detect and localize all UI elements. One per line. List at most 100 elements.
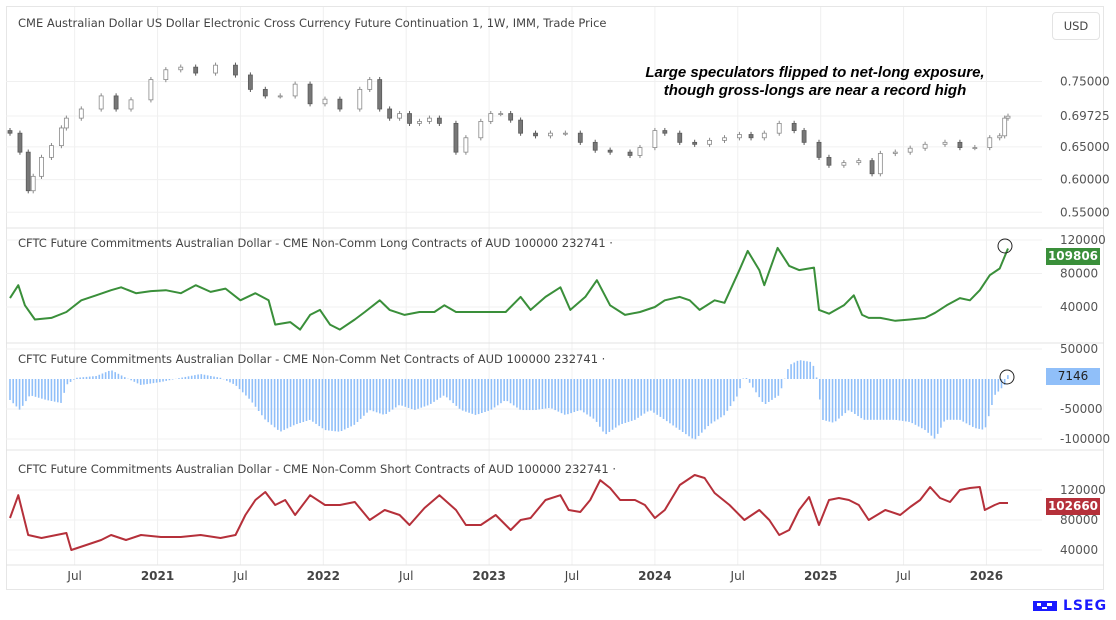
value-axis-label: -100000 xyxy=(1060,432,1110,446)
price-candle xyxy=(178,66,184,71)
price-candle xyxy=(707,139,712,145)
price-pane-title: CME Australian Dollar US Dollar Electron… xyxy=(18,16,607,30)
price-candle xyxy=(1002,117,1008,137)
price-candle xyxy=(30,175,36,192)
price-candle xyxy=(49,145,54,158)
price-candle xyxy=(856,160,862,164)
price-candle xyxy=(7,130,13,134)
time-axis-label: Jul xyxy=(398,569,413,583)
time-axis-label: Jul xyxy=(895,569,910,583)
price-candle xyxy=(508,113,514,121)
price-candle xyxy=(78,108,84,119)
price-candle xyxy=(498,113,504,115)
value-axis-label: 0.60000 xyxy=(1060,173,1110,187)
annotation-line-2: though gross-longs are near a record hig… xyxy=(663,82,967,99)
value-axis-label: 80000 xyxy=(1060,266,1098,280)
price-candle xyxy=(213,64,218,74)
price-candle xyxy=(592,141,598,151)
highlight-circle-net xyxy=(999,369,1015,385)
value-axis-label: 50000 xyxy=(1060,342,1098,356)
time-axis-label: Jul xyxy=(232,569,247,583)
time-axis-label: 2021 xyxy=(141,569,174,583)
price-candle xyxy=(488,113,494,122)
price-candle xyxy=(957,141,963,148)
time-axis-label: 2026 xyxy=(970,569,1003,583)
price-candle xyxy=(367,79,373,90)
price-candle xyxy=(463,137,469,153)
price-candle xyxy=(292,83,298,97)
time-axis-label: Jul xyxy=(564,569,579,583)
value-axis-label: 120000 xyxy=(1060,483,1106,497)
price-candle xyxy=(193,66,199,74)
time-axis-label: 2025 xyxy=(804,569,837,583)
currency-button[interactable]: USD xyxy=(1052,12,1100,40)
price-candle xyxy=(233,64,238,76)
price-candle xyxy=(776,122,782,134)
value-axis-label: 0.65000 xyxy=(1060,140,1110,154)
price-candle xyxy=(148,79,154,101)
lseg-emblem-icon xyxy=(1033,601,1057,611)
value-axis-label: 40000 xyxy=(1060,543,1098,557)
net-pane-title: CFTC Future Commitments Australian Dolla… xyxy=(18,352,606,366)
time-axis-label: Jul xyxy=(66,569,81,583)
price-candle xyxy=(247,74,253,90)
price-candle xyxy=(692,141,698,145)
price-candle xyxy=(922,143,928,149)
price-candle xyxy=(748,134,754,139)
price-candle xyxy=(63,117,69,129)
price-candle xyxy=(163,69,169,80)
price-candle xyxy=(548,132,553,137)
price-candle xyxy=(277,95,283,98)
price-candle xyxy=(397,113,402,119)
price-candle xyxy=(377,79,383,110)
time-axis-label: 2023 xyxy=(472,569,505,583)
price-candle xyxy=(562,132,568,135)
price-candle xyxy=(518,119,524,134)
value-axis-label: 40000 xyxy=(1060,300,1098,314)
price-candle xyxy=(98,95,104,110)
price-candle xyxy=(1005,115,1011,119)
price-candle xyxy=(816,141,822,158)
price-candle xyxy=(987,137,993,148)
price-candle xyxy=(892,151,898,154)
price-candle xyxy=(387,108,393,119)
price-candle xyxy=(737,134,742,139)
annotation: Large speculators flipped to net-long ex… xyxy=(600,64,1030,100)
price-candle xyxy=(761,132,767,139)
price-candle xyxy=(662,130,668,134)
price-candle xyxy=(307,83,313,105)
long-last-value-tag: 109806 xyxy=(1046,248,1100,265)
price-candle xyxy=(869,160,875,175)
price-candle xyxy=(58,127,64,147)
long-pane-title: CFTC Future Commitments Australian Dolla… xyxy=(18,236,613,250)
long-contracts-line xyxy=(9,246,1009,331)
time-axis-label: Jul xyxy=(730,569,745,583)
price-candle xyxy=(677,132,683,143)
chart-frame xyxy=(6,6,1104,590)
value-axis-label: 0.69725 xyxy=(1060,109,1110,123)
net-last-value-tag: 7146 xyxy=(1046,368,1100,385)
price-candle xyxy=(407,113,412,124)
price-candle xyxy=(877,153,883,175)
value-axis-label: -50000 xyxy=(1060,402,1103,416)
short-last-value-tag: 102660 xyxy=(1046,498,1100,515)
price-candle xyxy=(262,88,268,97)
price-candle xyxy=(577,132,583,143)
annotation-line-1: Large speculators flipped to net-long ex… xyxy=(645,64,985,81)
price-candle xyxy=(357,88,363,110)
price-candle xyxy=(627,151,633,156)
price-candle xyxy=(841,162,847,166)
value-axis-label: 0.75000 xyxy=(1060,75,1110,89)
lseg-logo-text: LSEG xyxy=(1063,598,1108,614)
highlight-circle-long xyxy=(997,238,1013,254)
price-candle xyxy=(39,156,44,177)
price-candle xyxy=(907,147,913,153)
price-candle xyxy=(637,147,643,156)
short-pane-title: CFTC Future Commitments Australian Dolla… xyxy=(18,462,616,476)
time-axis-label: 2024 xyxy=(638,569,671,583)
price-candle xyxy=(801,130,807,143)
price-candle xyxy=(453,122,459,153)
lseg-logo: LSEG xyxy=(1032,598,1107,614)
value-axis-label: 80000 xyxy=(1060,513,1098,527)
